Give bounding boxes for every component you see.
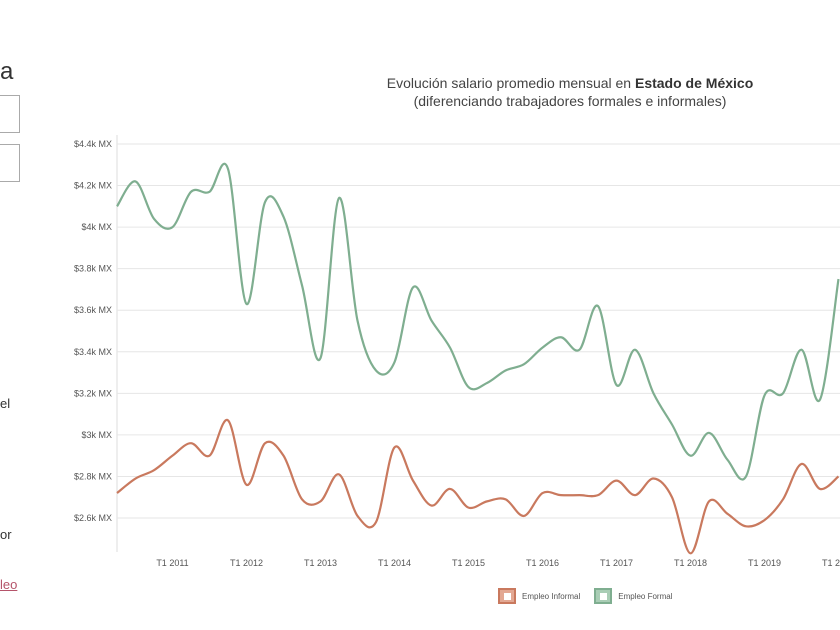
briefcase-icon (594, 588, 613, 604)
legend: Empleo Informal Empleo Formal (498, 588, 673, 604)
x-tick-label: T1 2018 (674, 558, 707, 568)
y-tick-label: $4k MX (81, 222, 112, 232)
chart-title: Evolución salario promedio mensual en Es… (330, 74, 810, 110)
y-tick-label: $3.2k MX (74, 388, 112, 398)
y-tick-label: $4.4k MX (74, 139, 112, 149)
x-tick-label: T1 2013 (304, 558, 337, 568)
series-line-formal (116, 162, 840, 481)
legend-label: Empleo Formal (618, 591, 673, 601)
x-tick-label: T1 2012 (230, 558, 263, 568)
series-line-informal (116, 419, 840, 555)
chart-title-bold: Estado de México (634, 75, 754, 91)
legend-item-formal[interactable]: Empleo Formal (594, 588, 673, 604)
legend-item-informal[interactable]: Empleo Informal (498, 588, 580, 604)
y-tick-label: $4.2k MX (74, 181, 112, 191)
y-tick-label: $3.4k MX (74, 347, 112, 357)
x-tick-label: T1 2014 (378, 558, 411, 568)
y-tick-label: $3k MX (81, 430, 112, 440)
x-tick-label: T1 2016 (526, 558, 559, 568)
x-tick-label: T1 2017 (600, 558, 633, 568)
x-tick-label: T1 2019 (748, 558, 781, 568)
left-input-2[interactable] (0, 144, 20, 182)
left-text-fragment: or (0, 527, 12, 542)
left-link-fragment[interactable]: leo (0, 577, 18, 592)
x-tick-label: T1 2011 (156, 558, 188, 568)
y-tick-label: $3.6k MX (74, 305, 112, 315)
left-text-fragment: el (0, 396, 11, 411)
briefcase-icon (498, 588, 516, 604)
y-tick-label: $2.6k MX (74, 513, 112, 523)
left-panel-title-fragment: a (0, 58, 14, 85)
x-tick-label: T1 2020 (822, 558, 840, 568)
y-tick-label: $3.8k MX (74, 264, 112, 274)
chart-title-prefix: Evolución salario promedio mensual en (386, 75, 635, 91)
chart-subtitle: (diferenciando trabajadores formales e i… (413, 93, 727, 109)
y-tick-label: $2.8k MX (74, 471, 112, 481)
left-input-1[interactable] (0, 95, 20, 133)
legend-label: Empleo Informal (522, 591, 581, 601)
x-tick-label: T1 2015 (452, 558, 485, 568)
